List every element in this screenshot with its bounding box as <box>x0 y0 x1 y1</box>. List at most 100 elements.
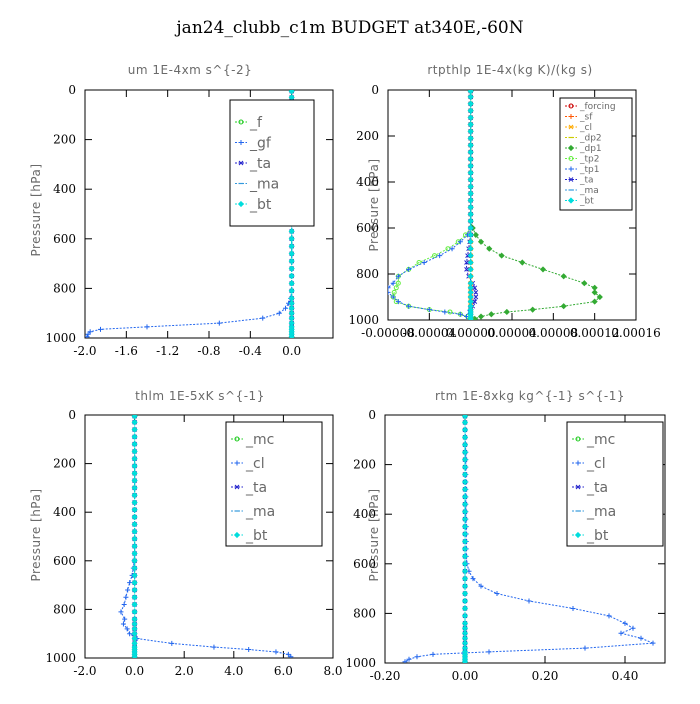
data-point <box>127 631 133 637</box>
data-point <box>246 646 252 652</box>
data-point <box>581 280 588 287</box>
data-point <box>131 419 138 426</box>
data-point <box>467 211 474 218</box>
legend-marker <box>568 114 574 119</box>
legend-marker <box>234 436 240 442</box>
data-point <box>591 289 598 296</box>
x-tick-label: 0.0 <box>125 664 144 678</box>
legend-marker <box>237 200 245 208</box>
legend-marker <box>238 119 244 125</box>
data-point <box>461 516 469 523</box>
data-point <box>471 315 478 320</box>
legend-entry: _ta <box>586 480 608 496</box>
data-point <box>120 621 126 627</box>
y-tick-label: 200 <box>356 129 379 143</box>
data-point <box>467 135 474 142</box>
legend-entry: _ma <box>245 504 275 520</box>
data-point <box>402 659 408 663</box>
data-point <box>288 265 295 272</box>
y-tick-label: 200 <box>53 457 76 471</box>
data-point <box>437 253 443 259</box>
data-point <box>461 538 469 545</box>
data-point <box>461 523 469 530</box>
data-point <box>122 616 128 622</box>
data-point <box>131 499 138 506</box>
data-point <box>131 484 138 491</box>
data-point <box>486 649 492 655</box>
legend-entry: _mc <box>586 432 615 448</box>
x-tick-label: -2.0 <box>73 664 96 678</box>
legend-entry: _bt <box>586 528 609 544</box>
y-tick-label: 600 <box>53 232 76 246</box>
data-point <box>432 253 437 259</box>
data-point <box>393 285 399 291</box>
data-point <box>123 594 129 600</box>
legend-marker <box>567 197 575 204</box>
data-point <box>467 90 474 95</box>
data-point <box>131 415 138 420</box>
data-point <box>606 613 612 619</box>
data-point <box>131 572 138 579</box>
data-point <box>288 250 295 257</box>
data-point <box>131 521 138 528</box>
data-point <box>461 508 469 515</box>
plot-area <box>118 415 294 658</box>
data-point <box>467 218 474 225</box>
data-point <box>461 605 469 612</box>
x-tick-label: 0.20 <box>532 669 559 683</box>
data-point <box>461 486 469 493</box>
data-point <box>467 162 474 169</box>
data-point <box>464 260 469 265</box>
data-point <box>461 612 469 619</box>
legend-entry: _sf <box>579 113 593 123</box>
x-tick-label: 6.0 <box>274 664 293 678</box>
legend-entry: _gf <box>249 135 272 151</box>
data-point <box>467 169 474 176</box>
y-tick-label: 800 <box>356 267 379 281</box>
data-point <box>260 315 266 321</box>
data-point <box>461 434 469 441</box>
y-tick-label: 200 <box>53 133 76 147</box>
data-point <box>461 545 469 552</box>
data-point <box>618 630 624 636</box>
data-point <box>131 594 138 601</box>
data-point <box>467 238 474 245</box>
legend-entry: _bt <box>245 528 268 544</box>
data-point <box>118 609 124 615</box>
y-tick-label: 0 <box>68 83 76 97</box>
panel-title: rtpthlp 1E-4x(kg K)/(kg s) <box>427 63 592 77</box>
legend-entry: _ma <box>579 186 599 196</box>
y-tick-label: 600 <box>53 554 76 568</box>
legend-entry: _forcing <box>579 102 616 112</box>
legend-entry: _ma <box>249 176 279 192</box>
data-point <box>131 441 138 448</box>
data-point <box>461 471 469 478</box>
data-point <box>473 294 479 300</box>
legend-marker <box>234 460 240 466</box>
data-point <box>144 324 150 330</box>
data-point <box>467 93 474 100</box>
figure-title: jan24_clubb_c1m BUDGET at340E,-60N <box>176 18 524 38</box>
y-tick-label: 0 <box>368 408 376 422</box>
data-point <box>467 197 474 204</box>
data-point <box>127 580 133 586</box>
x-tick-label: -2.0 <box>73 344 96 358</box>
data-point <box>467 252 474 259</box>
panel-title: thlm 1E-5xK s^{-1} <box>135 389 265 403</box>
data-point <box>467 273 474 280</box>
data-point <box>131 470 138 477</box>
x-tick-label: 0.00000 <box>446 326 496 340</box>
legend-entry: _bt <box>249 197 272 213</box>
data-point <box>467 155 474 163</box>
legend-marker <box>575 460 581 466</box>
series-tp2 <box>390 90 474 320</box>
data-point <box>461 464 469 471</box>
legend-entry: _tp1 <box>579 165 599 175</box>
y-tick-label: 400 <box>53 182 76 196</box>
data-point <box>461 449 469 456</box>
data-point <box>467 114 474 121</box>
series-line <box>388 91 472 320</box>
y-axis-title: Pressure [hPa] <box>367 488 381 581</box>
data-point <box>85 334 90 338</box>
